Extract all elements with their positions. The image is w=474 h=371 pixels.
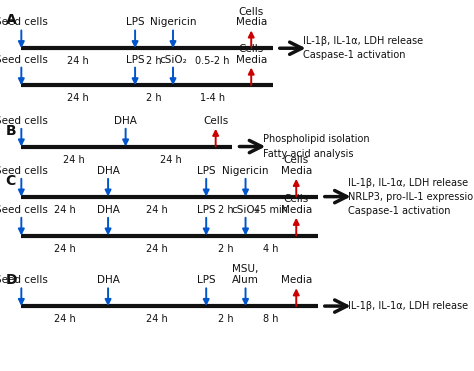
Text: LPS: LPS	[126, 17, 145, 27]
Text: LPS: LPS	[197, 205, 216, 215]
Text: DHA: DHA	[97, 166, 119, 176]
Text: DHA: DHA	[114, 116, 137, 126]
Text: Caspase-1 activation: Caspase-1 activation	[303, 50, 406, 60]
Text: Cells
Media: Cells Media	[236, 7, 267, 27]
Text: 2 h: 2 h	[218, 205, 234, 215]
Text: LPS: LPS	[197, 166, 216, 176]
Text: B: B	[6, 124, 16, 138]
Text: Seed cells: Seed cells	[0, 166, 48, 176]
Text: NRLP3, pro-IL-1 expression: NRLP3, pro-IL-1 expression	[348, 192, 474, 201]
Text: 24 h: 24 h	[146, 244, 168, 254]
Text: LPS: LPS	[197, 275, 216, 285]
Text: 45 min: 45 min	[254, 205, 288, 215]
Text: 2 h: 2 h	[146, 93, 162, 104]
Text: 2 h: 2 h	[146, 56, 162, 66]
Text: Nigericin: Nigericin	[222, 166, 269, 176]
Text: IL-1β, IL-1α, LDH release: IL-1β, IL-1α, LDH release	[303, 36, 423, 46]
Text: 2 h: 2 h	[218, 244, 234, 254]
Text: DHA: DHA	[97, 205, 119, 215]
Text: 24 h: 24 h	[67, 93, 89, 104]
Text: 24 h: 24 h	[160, 155, 182, 165]
Text: 2 h: 2 h	[218, 314, 234, 324]
Text: Seed cells: Seed cells	[0, 17, 48, 27]
Text: D: D	[6, 273, 17, 287]
Text: IL-1β, IL-1α, LDH release: IL-1β, IL-1α, LDH release	[348, 301, 468, 311]
Text: Cells
Media: Cells Media	[281, 194, 312, 215]
Text: LPS: LPS	[126, 55, 145, 65]
Text: 0.5-2 h: 0.5-2 h	[195, 56, 229, 66]
Text: Seed cells: Seed cells	[0, 116, 48, 126]
Text: cSiO₂: cSiO₂	[232, 205, 259, 215]
Text: Cells
Media: Cells Media	[281, 155, 312, 176]
Text: Seed cells: Seed cells	[0, 275, 48, 285]
Text: cSiO₂: cSiO₂	[159, 55, 187, 65]
Text: MSU,
Alum: MSU, Alum	[232, 265, 259, 285]
Text: Phospholipid isolation: Phospholipid isolation	[263, 135, 370, 144]
Text: DHA: DHA	[97, 275, 119, 285]
Text: 24 h: 24 h	[63, 155, 84, 165]
Text: Caspase-1 activation: Caspase-1 activation	[348, 206, 451, 216]
Text: 24 h: 24 h	[54, 314, 75, 324]
Text: A: A	[6, 13, 17, 27]
Text: 24 h: 24 h	[146, 314, 168, 324]
Text: Media: Media	[281, 275, 312, 285]
Text: Cells: Cells	[203, 116, 228, 126]
Text: Cells
Media: Cells Media	[236, 44, 267, 65]
Text: 8 h: 8 h	[263, 314, 279, 324]
Text: 24 h: 24 h	[67, 56, 89, 66]
Text: 24 h: 24 h	[146, 205, 168, 215]
Text: Nigericin: Nigericin	[150, 17, 196, 27]
Text: C: C	[6, 174, 16, 188]
Text: 4 h: 4 h	[263, 244, 279, 254]
Text: Seed cells: Seed cells	[0, 205, 48, 215]
Text: 24 h: 24 h	[54, 205, 75, 215]
Text: 1-4 h: 1-4 h	[200, 93, 225, 104]
Text: 24 h: 24 h	[54, 244, 75, 254]
Text: Fatty acid analysis: Fatty acid analysis	[263, 149, 354, 158]
Text: Seed cells: Seed cells	[0, 55, 48, 65]
Text: IL-1β, IL-1α, LDH release: IL-1β, IL-1α, LDH release	[348, 178, 468, 187]
